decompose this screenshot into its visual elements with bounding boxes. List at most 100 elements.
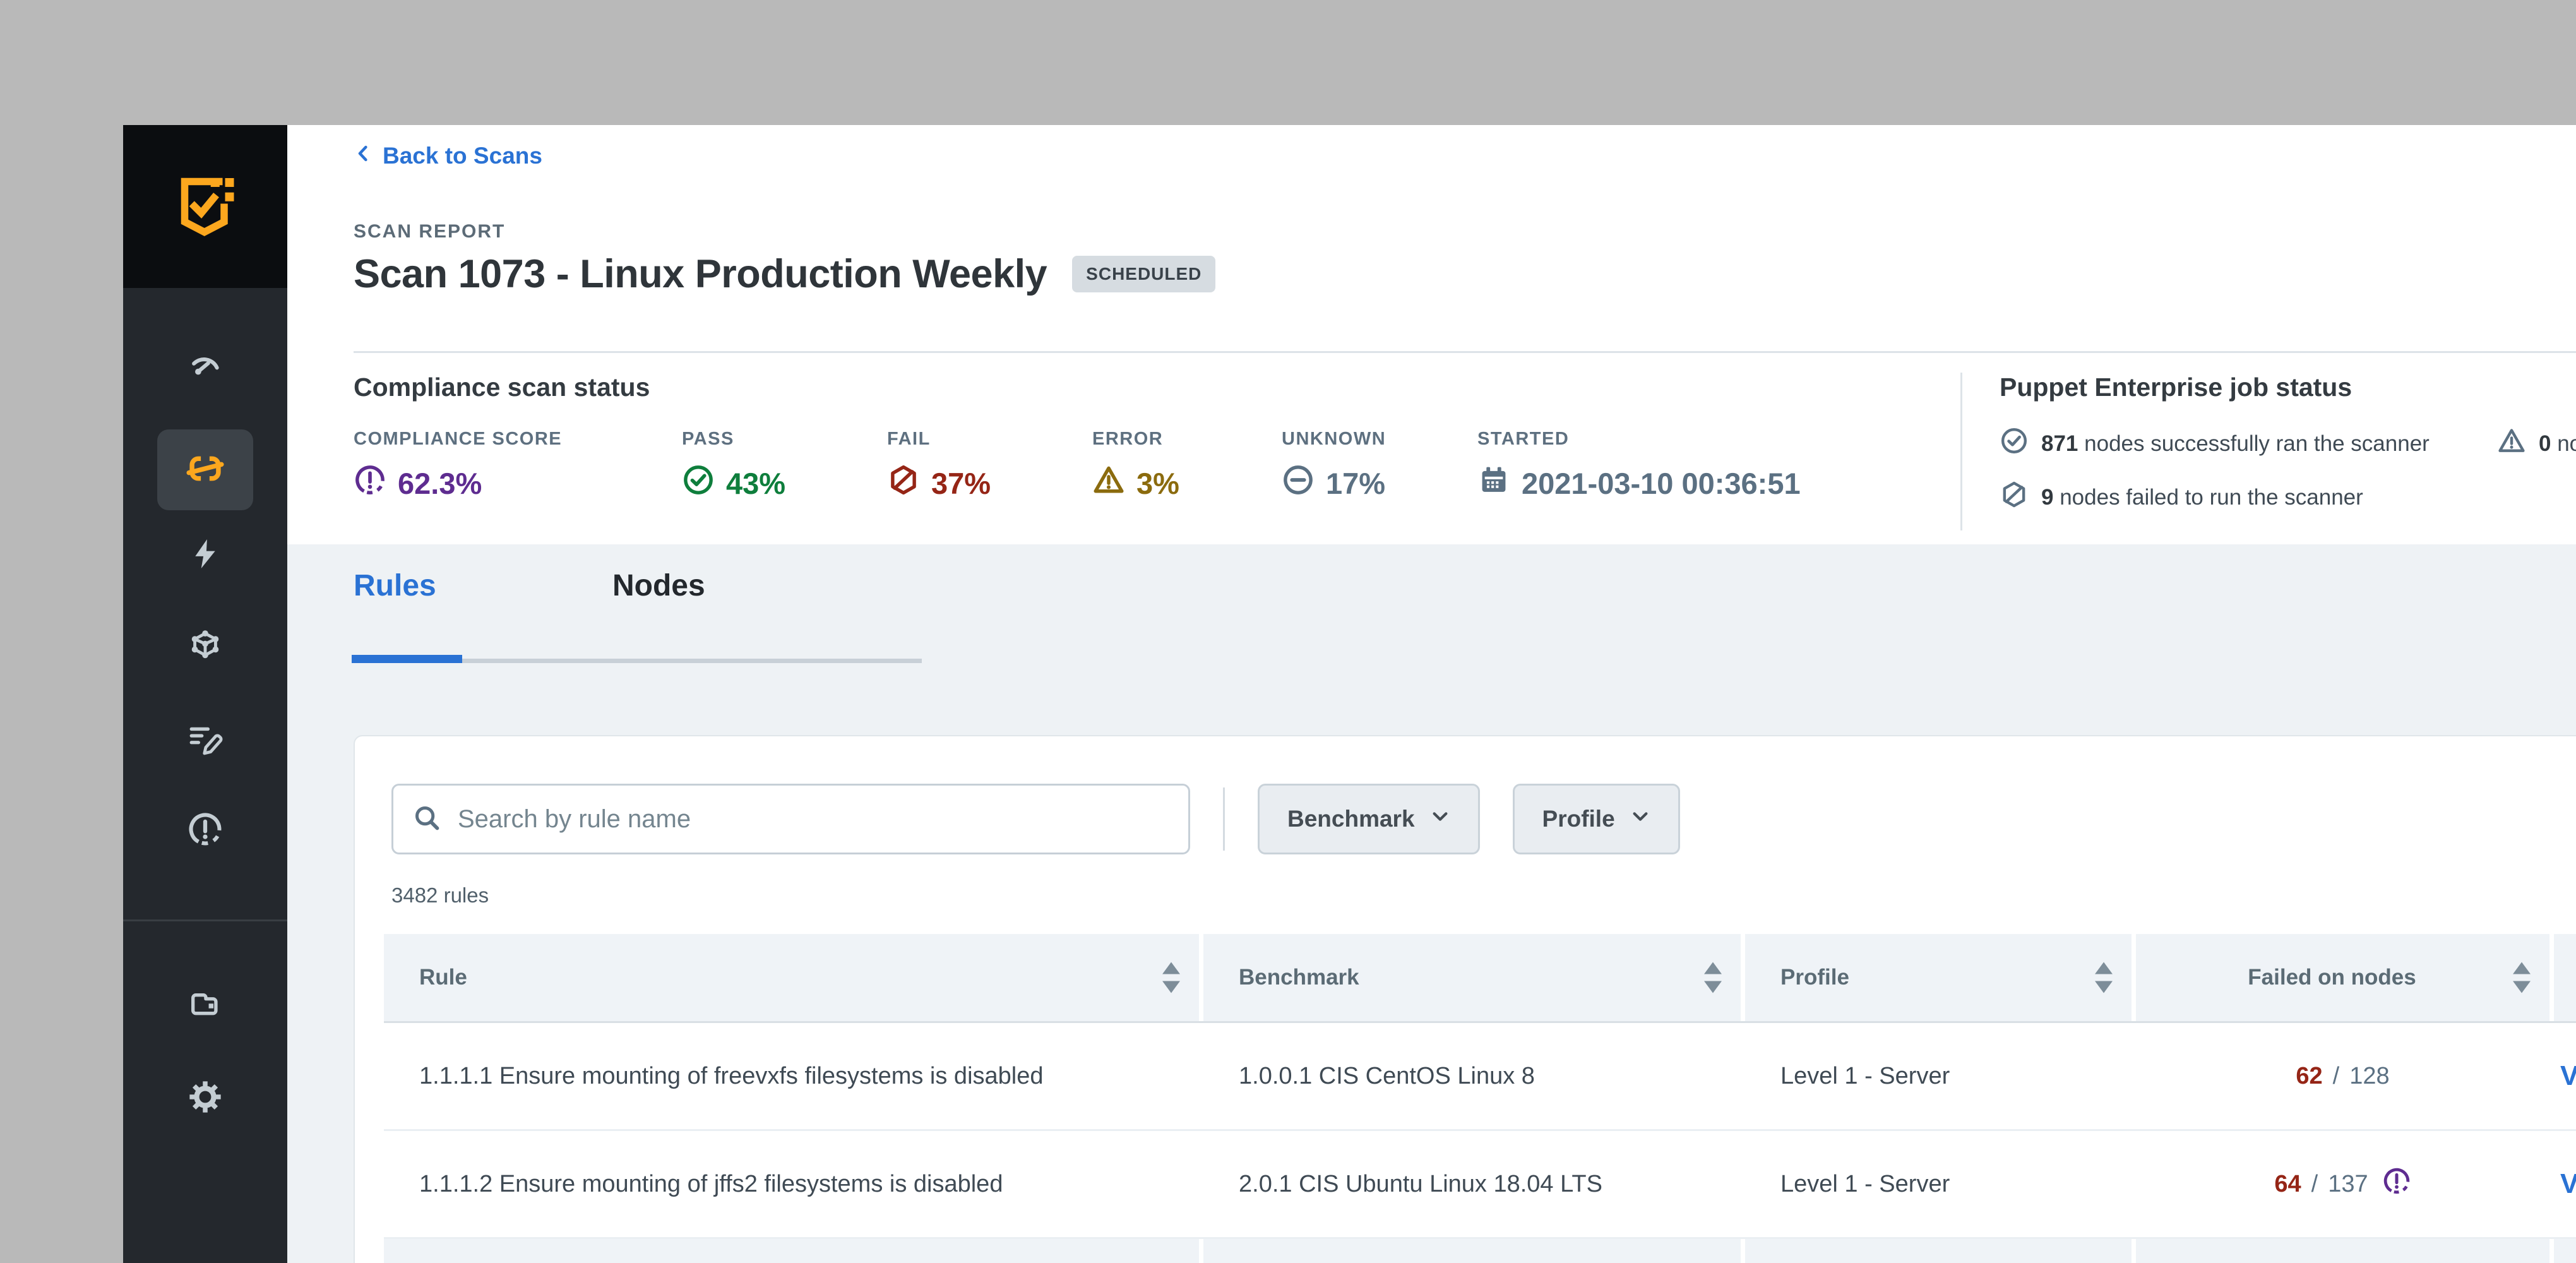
benchmark-filter-label: Benchmark [1287, 806, 1415, 832]
chevron-down-icon [1430, 806, 1450, 832]
table-row[interactable]: 1.1.1.2 Ensure mounting of jffs2 filesys… [384, 1131, 2576, 1237]
tab-bar: Rules Nodes [352, 544, 922, 663]
rules-card: Benchmark Profile [354, 735, 2576, 1263]
pe-warning-count: 0 [2539, 431, 2551, 456]
folder-icon [187, 985, 224, 1025]
pe-success-count: 871 [2041, 431, 2078, 456]
minus-circle-icon [1282, 464, 1315, 503]
column-header-profile: Profile [1745, 934, 2132, 1021]
rules-table: Rule Benchmark Profile [384, 934, 2576, 1263]
warning-triangle-icon [1092, 464, 1125, 503]
stat-error: ERROR 3% [1092, 429, 1282, 503]
column-header-rule: Rule [384, 934, 1199, 1021]
stat-value: 17% [1326, 467, 1386, 500]
benchmark-filter-button[interactable]: Benchmark [1258, 784, 1480, 854]
row-divider [384, 1237, 2576, 1239]
main-content: Back to Scans SCAN REPORT Scan 1073 - Li… [287, 125, 2576, 1263]
stat-label: STARTED [1477, 429, 1570, 449]
compliance-heading: Compliance scan status [354, 373, 650, 402]
next-row-strip [384, 1239, 2576, 1263]
stat-label: ERROR [1092, 429, 1164, 449]
rules-count: 3482 rules [391, 883, 489, 907]
alert-dial-icon [187, 811, 224, 851]
app-window: Back to Scans SCAN REPORT Scan 1073 - Li… [123, 125, 2576, 1263]
tab-nodes[interactable]: Nodes [612, 569, 705, 602]
sidebar-item-dashboard[interactable] [123, 346, 287, 386]
hexagon-slash-icon [887, 464, 920, 503]
search-input[interactable] [456, 804, 1169, 834]
stat-value: 3% [1136, 467, 1179, 500]
chevron-down-icon [1630, 806, 1650, 832]
sort-control[interactable] [1162, 962, 1180, 993]
pe-job-status-section: Puppet Enterprise job status 871 nodes s… [2000, 373, 2576, 534]
stat-value: 43% [726, 467, 786, 500]
page-title: Scan 1073 - Linux Production Weekly [354, 252, 1047, 296]
pe-success-text: nodes successfully ran the scanner [2084, 431, 2430, 456]
compliance-stats: COMPLIANCE SCORE 62.3% [354, 429, 1801, 503]
stat-compliance-score: COMPLIANCE SCORE 62.3% [354, 429, 682, 503]
stat-value: 62.3% [398, 467, 482, 500]
sidebar-item-scans-active[interactable] [157, 429, 253, 510]
sidebar-item-settings[interactable] [123, 1079, 287, 1118]
pe-failed-item: 9 nodes failed to run the scanner [2000, 480, 2576, 515]
sidebar-item-inventory[interactable] [123, 626, 287, 666]
column-header-extra [2554, 934, 2576, 1021]
edit-rules-icon [187, 719, 224, 759]
title-row: Scan 1073 - Linux Production Weekly SCHE… [354, 251, 1216, 297]
cell-profile: Level 1 - Server [1745, 1131, 2132, 1237]
stat-started: STARTED [1477, 429, 1801, 503]
cell-profile: Level 1 - Server [1745, 1023, 2132, 1129]
profile-filter-button[interactable]: Profile [1512, 784, 1680, 854]
view-link[interactable]: V [2554, 1023, 2576, 1129]
gear-icon [187, 1079, 224, 1118]
stat-value: 2021-03-10 00:36:51 [1522, 467, 1801, 500]
stat-label: COMPLIANCE SCORE [354, 429, 563, 449]
table-row[interactable]: 1.1.1.1 Ensure mounting of freevxfs file… [384, 1023, 2576, 1129]
pe-failed-text: nodes failed to run the scanner [2060, 484, 2363, 510]
alert-dial-icon [2378, 1166, 2411, 1202]
column-header-benchmark: Benchmark [1203, 934, 1741, 1021]
sidebar-item-status[interactable] [123, 811, 287, 851]
scan-icon [184, 448, 226, 493]
failed-count: 64 [2274, 1170, 2301, 1197]
nodes-cube-icon [187, 626, 224, 666]
sort-control[interactable] [1704, 962, 1722, 993]
stat-label: UNKNOWN [1282, 429, 1386, 449]
sort-control[interactable] [2513, 962, 2531, 993]
stat-label: PASS [682, 429, 734, 449]
sort-control[interactable] [2095, 962, 2113, 993]
pe-warning-text: no [2557, 431, 2576, 456]
comply-shield-logo-icon [167, 167, 243, 246]
status-vertical-divider [1960, 373, 1962, 530]
check-circle-icon [2000, 426, 2029, 461]
cell-benchmark: 2.0.1 CIS Ubuntu Linux 18.04 LTS [1203, 1131, 1741, 1237]
stat-pass: PASS 43% [682, 429, 887, 503]
back-link-label: Back to Scans [383, 143, 542, 169]
total-count: 137 [2328, 1170, 2368, 1197]
back-to-scans-link[interactable]: Back to Scans [354, 143, 542, 169]
view-link[interactable]: V [2554, 1131, 2576, 1237]
row-divider [384, 1129, 2576, 1131]
cell-rule: 1.1.1.2 Ensure mounting of jffs2 filesys… [384, 1131, 1199, 1237]
check-circle-icon [682, 464, 715, 503]
total-count: 128 [2349, 1062, 2390, 1089]
search-box[interactable] [391, 784, 1190, 854]
pe-heading: Puppet Enterprise job status [2000, 373, 2352, 402]
bolt-icon [187, 536, 224, 575]
stat-label: FAIL [887, 429, 931, 449]
comply-logo[interactable] [123, 125, 287, 288]
chevron-left-icon [354, 143, 374, 169]
tab-rules[interactable]: Rules [352, 569, 462, 663]
rules-toolbar: Benchmark Profile [391, 784, 2576, 854]
sidebar-item-activity[interactable] [123, 536, 287, 575]
cell-failed: 64 / 137 [2136, 1131, 2549, 1237]
failed-count: 62 [2296, 1062, 2323, 1089]
header-divider [354, 351, 2576, 353]
warning-triangle-icon [2497, 426, 2526, 461]
report-eyebrow: SCAN REPORT [354, 221, 506, 242]
hexagon-slash-icon [2000, 480, 2029, 515]
sidebar-item-reports[interactable] [123, 985, 287, 1025]
cell-rule: 1.1.1.1 Ensure mounting of freevxfs file… [384, 1023, 1199, 1129]
sidebar-item-desired-compliance[interactable] [123, 719, 287, 759]
